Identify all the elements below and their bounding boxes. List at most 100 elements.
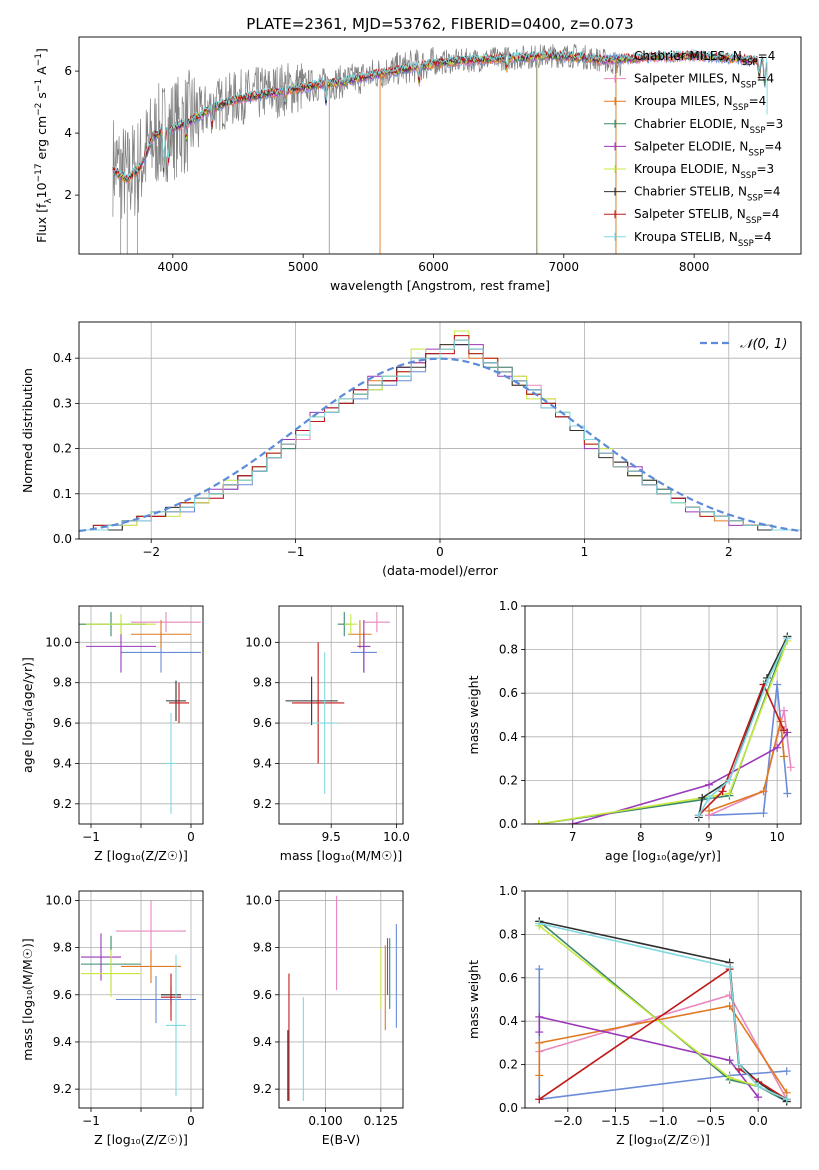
y-tick-label: 0.4	[53, 351, 72, 365]
x-axis-label: (data-model)/error	[382, 563, 499, 578]
x-axis-label: Z [log₁₀(Z/Z☉)]	[616, 1132, 710, 1147]
panel-residuals: −2 −1 0 1 2 0.0 0.1 0.2 0.3 0.4 (data-model)/error…	[20, 321, 802, 578]
legend-label-text: Kroupa ELODIE, N	[634, 162, 741, 176]
legend-label-suffix: =4	[762, 207, 780, 221]
weight-marker-kroupa_stelib	[754, 1082, 763, 1091]
axes-frame	[78, 605, 204, 825]
legend-label-sub: SSP	[733, 103, 749, 113]
weight-marker-salpeter_miles	[786, 763, 795, 772]
x-tick-label: −1	[82, 1114, 100, 1128]
weight-marker-kroupa_elodie	[725, 1073, 734, 1082]
model-spectrum-kroupa_stelib	[112, 48, 767, 181]
legend-label-sub: SSP	[747, 194, 763, 204]
x-axis-label: Z [log₁₀(Z/Z☉)]	[94, 848, 188, 863]
y-tick-label: 0.0	[499, 1101, 518, 1115]
panel-spectrum: 4000 5000 6000 7000 8000 2 4 6 wavelength [Angst…	[34, 36, 802, 293]
y-tick-label: 10.0	[45, 893, 72, 907]
y-tick-label: 9.6	[53, 988, 72, 1002]
weight-marker-kroupa_miles	[705, 806, 713, 815]
weight-marker-salpeter_stelib	[718, 787, 727, 796]
y-tick-label: 9.8	[53, 941, 72, 955]
x-tick-label: −1.0	[648, 1114, 677, 1128]
y-tick-label: 9.4	[253, 1035, 272, 1049]
weight-marker-kroupa_elodie	[534, 820, 543, 824]
y-tick-label: 0.0	[499, 817, 518, 831]
weight-marker-salpeter_elodie	[754, 1093, 763, 1102]
y-tick-label: 9.2	[253, 797, 272, 811]
x-tick-label: 9.5	[322, 830, 341, 844]
weight-marker-salpeter_elodie	[535, 1028, 544, 1037]
x-tick-label: 0.0	[749, 1114, 768, 1128]
legend-label-text: Salpeter STELIB, N	[634, 207, 746, 221]
y-label-part: −2	[34, 103, 44, 116]
y-tick-label: 2	[64, 188, 72, 202]
legend-label-suffix: =4	[764, 139, 782, 153]
y-tick-label: 9.4	[253, 756, 272, 770]
x-tick-label: 10	[770, 830, 785, 844]
y-tick-label: 10.0	[45, 635, 72, 649]
legend-label-suffix: =4	[758, 49, 776, 63]
y-label-part: ]	[34, 48, 49, 53]
x-tick-label: −2	[142, 545, 160, 559]
legend-label-suffix: =3	[756, 162, 774, 176]
weight-marker-salpeter_elodie	[705, 780, 713, 789]
weight-line-salpeter_stelib	[698, 682, 785, 816]
y-label-part: −17	[34, 163, 44, 182]
legend-label-salpeter_elodie: Salpeter ELODIE, NSSP=4	[634, 139, 782, 158]
y-tick-label: 9.2	[53, 1082, 72, 1096]
legend-label-text: Kroupa MILES, N	[634, 94, 733, 108]
legend-label-suffix: =4	[763, 185, 781, 199]
plot-area	[535, 917, 791, 1106]
x-tick-label: 6000	[418, 260, 449, 274]
legend-label-sub: SSP	[741, 171, 757, 181]
weight-marker-kroupa_stelib	[735, 1060, 744, 1069]
weight-marker-kroupa_stelib	[705, 793, 713, 802]
gaussian-legend-label: 𝒩(0, 1)	[740, 337, 787, 352]
x-axis-label: E(B-V)	[322, 1132, 361, 1147]
x-tick-label: 8	[637, 830, 645, 844]
y-tick-label: 9.2	[253, 1082, 272, 1096]
y-tick-label: 0.4	[499, 730, 518, 744]
weight-line-salpeter_elodie	[538, 1015, 759, 1098]
weight-line-kroupa_miles	[538, 1005, 788, 1094]
x-axis-label: age [log₁₀(age/yr)]	[605, 848, 721, 863]
weight-marker-chabrier_miles	[773, 680, 782, 689]
x-tick-label: −1	[287, 545, 305, 559]
y-tick-label: 9.6	[253, 716, 272, 730]
legend-label-kroupa_miles: Kroupa MILES, NSSP=4	[634, 94, 766, 113]
figure-title: PLATE=2361, MJD=53762, FIBERID=0400, z=0…	[246, 15, 633, 33]
legend-label-text: Kroupa STELIB, N	[634, 230, 738, 244]
weight-marker-salpeter_elodie	[568, 820, 577, 824]
weight-line-chabrier_elodie	[538, 920, 788, 1103]
legend-label-kroupa_elodie: Kroupa ELODIE, NSSP=3	[634, 162, 774, 181]
legend-label-suffix: =4	[756, 72, 774, 86]
y-tick-label: 9.6	[253, 988, 272, 1002]
legend-label-text: Chabrier ELODIE, N	[634, 117, 750, 131]
axes-frame	[524, 605, 802, 825]
x-tick-label: 0.100	[308, 1114, 342, 1128]
legend-label-text: Salpeter ELODIE, N	[634, 139, 748, 153]
weight-marker-kroupa_stelib	[694, 811, 703, 820]
weight-marker-chabrier_miles	[535, 965, 544, 974]
x-tick-label: 0.125	[364, 1114, 398, 1128]
weight-marker-kroupa_miles	[779, 752, 788, 761]
y-label-part: λ	[44, 198, 54, 204]
y-axis-label: Normed distribution	[20, 368, 35, 493]
x-axis-label: mass [log₁₀(M/M☉)]	[280, 848, 402, 863]
y-axis-label: mass [log₁₀(M/M☉)]	[20, 938, 35, 1060]
x-axis-label: wavelength [Angstrom, rest frame]	[330, 278, 550, 293]
y-tick-label: 0.6	[499, 686, 518, 700]
plot-area	[81, 900, 196, 1097]
weight-marker-salpeter_miles	[779, 706, 788, 715]
legend-label-chabrier_stelib: Chabrier STELIB, NSSP=4	[634, 185, 781, 204]
x-tick-label: −0.5	[696, 1114, 725, 1128]
y-axis-label: mass weight	[466, 675, 481, 754]
plot-area	[79, 330, 801, 539]
y-tick-label: 0.1	[53, 487, 72, 501]
axes-frame	[78, 36, 802, 255]
x-tick-label: 2	[725, 545, 733, 559]
panel-mass_vs_z: −1 0 9.2 9.4 9.6 9.8 10.0 Z [log₁₀(Z/Z☉)] mass […	[20, 890, 204, 1147]
y-label-part: erg cm	[34, 116, 49, 164]
y-tick-label: 0.8	[499, 927, 518, 941]
weight-marker-chabrier_stelib	[698, 793, 707, 802]
